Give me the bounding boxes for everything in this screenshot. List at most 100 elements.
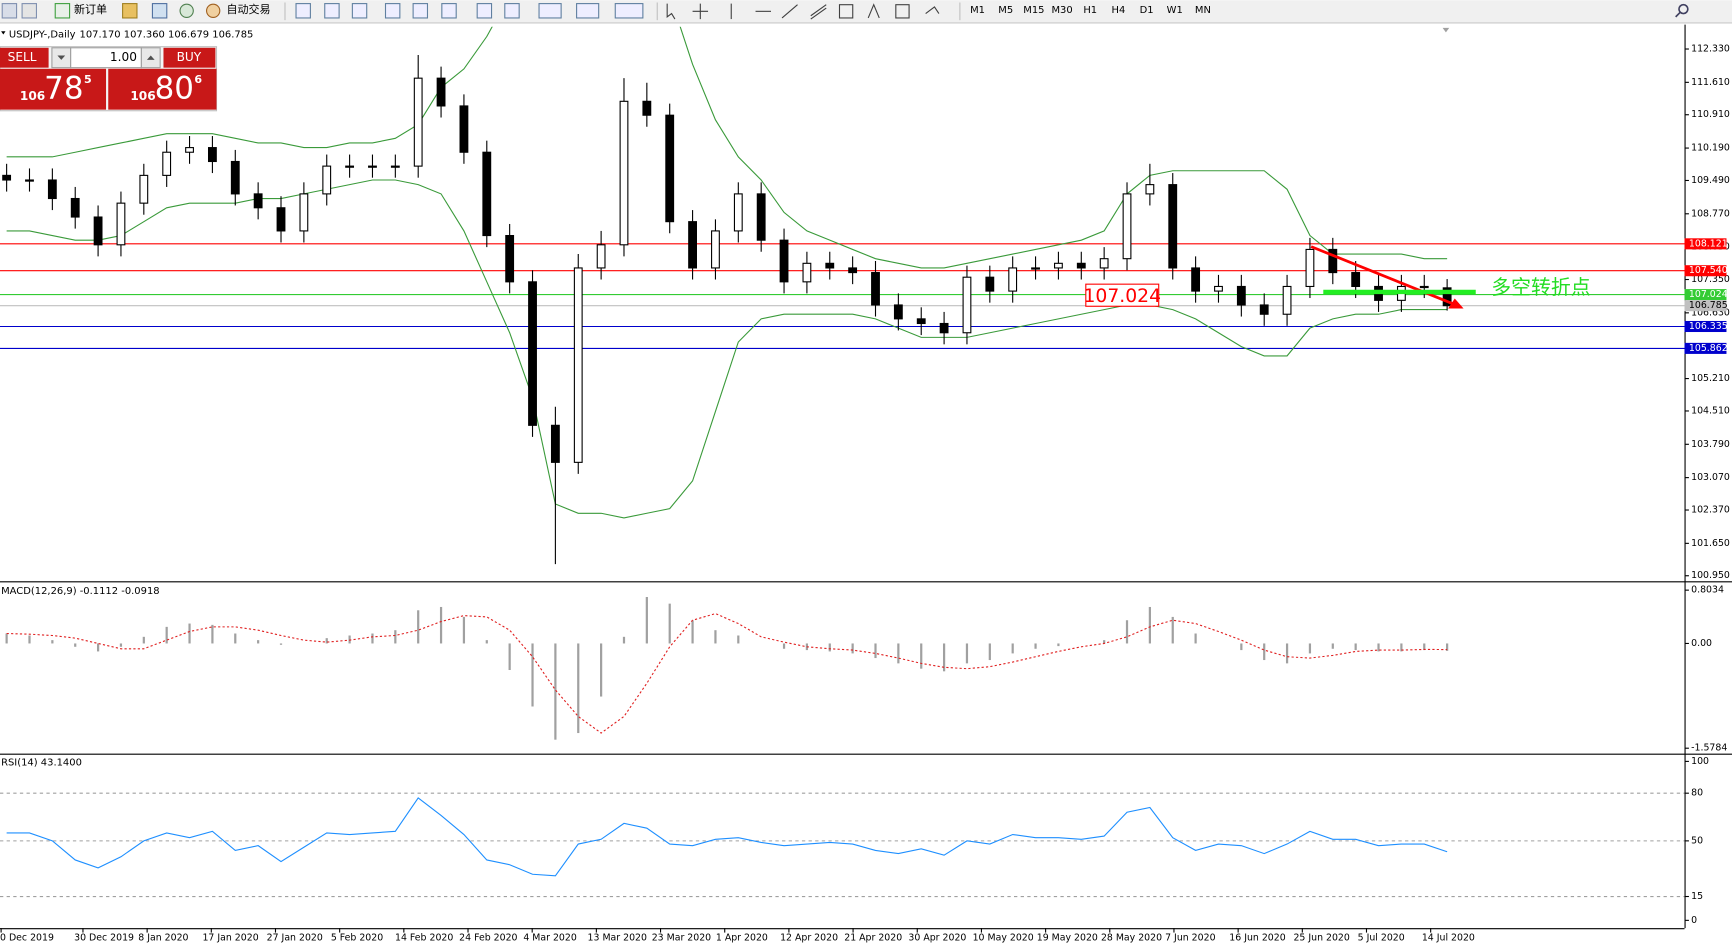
x-tick-label: 25 Jun 2020 xyxy=(1293,933,1349,944)
candle-body xyxy=(1168,184,1178,269)
lot-value[interactable]: 1.00 xyxy=(110,50,137,64)
candle-body xyxy=(1282,285,1292,315)
icon[interactable] xyxy=(441,3,457,19)
auto-trading-icon[interactable] xyxy=(206,3,221,18)
x-tick-label: 0 Dec 2019 xyxy=(0,933,54,944)
buy-price-box[interactable] xyxy=(108,68,217,110)
sell-price-box[interactable] xyxy=(0,68,107,110)
icon[interactable] xyxy=(384,3,401,19)
period-button[interactable]: MN xyxy=(1195,5,1211,16)
icon[interactable] xyxy=(295,3,311,19)
candle-body xyxy=(482,151,492,237)
candle-body xyxy=(1076,262,1086,269)
level-price-label: 107.540 xyxy=(1689,265,1728,276)
macd-bar xyxy=(897,643,900,664)
macd-bar xyxy=(1446,643,1449,651)
trendline-tool[interactable] xyxy=(781,4,798,19)
candle-body xyxy=(1122,193,1132,260)
arrow-tool[interactable] xyxy=(925,6,940,14)
macd-bar xyxy=(5,633,8,644)
icon[interactable] xyxy=(122,3,138,19)
icon[interactable] xyxy=(504,3,520,19)
period-button[interactable]: M15 xyxy=(1023,5,1044,16)
buy-price-prefix[interactable]: 106 xyxy=(130,89,155,103)
ohlc-label: 107.170 107.360 106.679 106.785 xyxy=(80,30,254,41)
icon[interactable] xyxy=(351,3,368,19)
price-label-box xyxy=(1085,283,1160,307)
axes: 112.330 111.610 110.910 110.190 109.490 108.7… xyxy=(0,44,1730,944)
collapse-arrow[interactable] xyxy=(1,31,6,35)
candle-body xyxy=(733,193,743,232)
icon[interactable] xyxy=(151,3,168,19)
sell-button[interactable] xyxy=(0,47,49,68)
y-tick-label: 103.790 xyxy=(1691,439,1730,450)
macd-bar xyxy=(1171,616,1174,644)
candle-body xyxy=(1099,258,1109,269)
icon[interactable] xyxy=(21,3,38,19)
candle-body xyxy=(1328,248,1338,274)
macd-bar xyxy=(1400,643,1403,652)
icon[interactable] xyxy=(614,3,644,19)
period-button[interactable]: H1 xyxy=(1083,5,1097,16)
icon[interactable] xyxy=(324,3,340,19)
macd-bar xyxy=(645,597,648,644)
x-tick-label: 5 Jul 2020 xyxy=(1358,933,1405,944)
icon[interactable] xyxy=(179,3,194,18)
period-button[interactable]: W1 xyxy=(1167,5,1183,16)
sell-label[interactable]: SELL xyxy=(8,50,37,64)
macd-bar xyxy=(737,635,740,644)
candle-body xyxy=(368,165,377,168)
buy-price-sup[interactable]: 6 xyxy=(194,73,202,86)
macd-bar xyxy=(714,630,717,644)
period-button[interactable]: H4 xyxy=(1112,5,1126,16)
period-button[interactable]: D1 xyxy=(1140,5,1154,16)
x-tick-label: 10 May 2020 xyxy=(973,933,1034,944)
cursor-tool[interactable] xyxy=(666,3,676,20)
search-icon[interactable] xyxy=(1678,3,1689,15)
buy-button[interactable] xyxy=(163,47,216,68)
icon[interactable] xyxy=(538,3,562,19)
bollinger-band xyxy=(6,26,1448,269)
y-tick-label: 100.950 xyxy=(1691,570,1730,581)
candle-body xyxy=(1031,267,1040,270)
period-button[interactable]: M1 xyxy=(970,5,985,16)
period-button[interactable]: M30 xyxy=(1051,5,1072,16)
icon[interactable] xyxy=(576,3,600,19)
icon[interactable] xyxy=(1,3,18,19)
new-order-button[interactable]: 新订单 xyxy=(74,2,107,16)
candle-body xyxy=(47,179,57,200)
y-tick-label: 102.370 xyxy=(1691,505,1730,516)
macd-bar xyxy=(74,643,77,647)
search-icon xyxy=(1675,11,1681,18)
fibo-tool[interactable] xyxy=(838,4,854,19)
label-tool[interactable] xyxy=(895,4,910,19)
sell-price-prefix[interactable]: 106 xyxy=(20,89,45,103)
text-tool[interactable] xyxy=(867,3,880,19)
crosshair-tool[interactable] xyxy=(692,3,709,20)
icon[interactable] xyxy=(476,3,493,19)
new-order-icon[interactable] xyxy=(54,3,71,19)
candle-body xyxy=(1351,272,1361,288)
channel-tool[interactable] xyxy=(810,4,827,20)
auto-trading-button[interactable]: 自动交易 xyxy=(226,2,270,16)
macd-bar xyxy=(1103,640,1106,644)
candle-body xyxy=(1054,262,1063,269)
period-button[interactable]: M5 xyxy=(998,5,1013,16)
candle-body xyxy=(802,262,812,283)
buy-price-big[interactable]: 80 xyxy=(155,70,194,106)
macd-bar xyxy=(554,643,557,740)
candle-body xyxy=(825,262,835,269)
icon[interactable] xyxy=(412,3,429,19)
candle-body xyxy=(70,197,80,218)
buy-label[interactable]: BUY xyxy=(177,50,202,64)
y-tick-label: 107.350 xyxy=(1691,274,1730,285)
sell-price-sup[interactable]: 5 xyxy=(84,73,92,86)
x-tick-label: 13 Mar 2020 xyxy=(588,933,647,944)
sell-price-big[interactable]: 78 xyxy=(44,70,83,106)
x-tick-label: 16 Jun 2020 xyxy=(1229,933,1285,944)
macd-bar xyxy=(371,633,374,644)
macd-bar xyxy=(1148,606,1151,644)
chart-window xyxy=(0,24,1732,945)
macd-bar xyxy=(828,643,831,652)
